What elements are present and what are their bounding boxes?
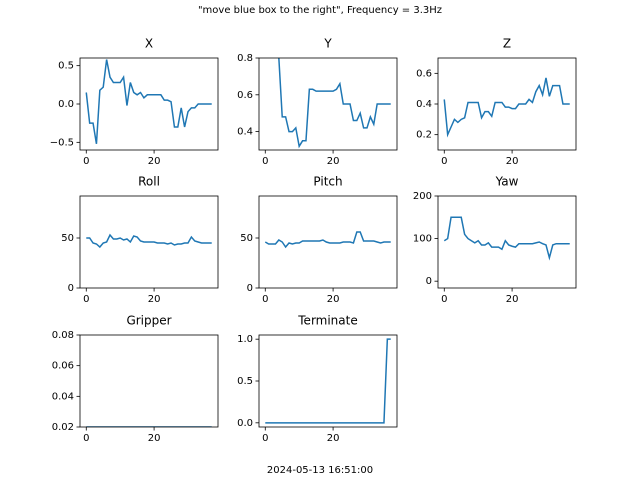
- axes-frame: [79, 334, 219, 428]
- x-tick-label: 0: [83, 156, 89, 167]
- axes-frame: [258, 57, 398, 151]
- y-tick-label: 0.5: [58, 61, 74, 72]
- data-line: [443, 77, 570, 138]
- y-tick-label: 50: [240, 233, 253, 244]
- subplot: Y 0.4 0.6 0.8 0 20: [237, 37, 398, 167]
- subplot-title: Yaw: [495, 175, 519, 189]
- y-tick-label: 0.6: [237, 90, 253, 101]
- y-tick-label: 0: [68, 283, 74, 294]
- y-tick-label: 200: [413, 191, 432, 202]
- y-tick-label: 0.02: [52, 422, 74, 433]
- x-tick-label: 0: [83, 433, 89, 444]
- axes-frame: [79, 57, 219, 151]
- data-line: [443, 216, 570, 261]
- y-tick-label: 0.2: [416, 130, 432, 141]
- x-tick-label: 0: [262, 433, 268, 444]
- subplot: Gripper 0.02 0.04 0.06 0.08 0 20: [52, 314, 219, 444]
- data-line: [264, 231, 391, 249]
- y-tick-label: 1.0: [237, 334, 253, 345]
- y-tick-label: 0.04: [52, 391, 74, 402]
- data-line: [278, 58, 391, 149]
- subplot: Terminate 0.0 0.5 1.0 0 20: [237, 314, 398, 444]
- axes-frame: [437, 195, 577, 289]
- y-tick-label: 0.6: [416, 68, 432, 79]
- x-tick-label: 0: [83, 294, 89, 305]
- axes-frame: [79, 195, 219, 289]
- subplot-title: Pitch: [313, 175, 342, 189]
- subplot-title: Y: [323, 37, 332, 51]
- x-tick-label: 0: [441, 156, 447, 167]
- y-tick-label: 0.0: [237, 418, 253, 429]
- y-tick-label: 0.0: [58, 99, 74, 110]
- y-tick-label: 0: [247, 283, 253, 294]
- x-tick-label: 20: [327, 156, 340, 167]
- axes-frame: [258, 195, 398, 289]
- figure-title: "move blue box to the right", Frequency …: [198, 5, 442, 16]
- x-tick-label: 0: [262, 156, 268, 167]
- y-tick-label: 0.5: [237, 376, 253, 387]
- y-tick-label: 0.8: [237, 53, 253, 64]
- subplot: X −0.5 0.0 0.5 0 20: [50, 37, 219, 167]
- subplot: Z 0.2 0.4 0.6 0 20: [416, 37, 577, 167]
- subplot-title: Roll: [138, 175, 160, 189]
- subplot-title: X: [145, 37, 153, 51]
- data-line: [265, 338, 391, 424]
- axes-frame: [258, 334, 398, 428]
- x-tick-label: 20: [148, 294, 161, 305]
- subplot-title: Terminate: [297, 314, 357, 328]
- figure-footer: 2024-05-13 16:51:00: [267, 465, 373, 476]
- x-tick-label: 20: [506, 156, 519, 167]
- y-tick-label: 0.4: [416, 99, 432, 110]
- data-line: [85, 59, 212, 144]
- x-tick-label: 0: [262, 294, 268, 305]
- x-tick-label: 20: [327, 294, 340, 305]
- y-tick-label: 0: [426, 276, 432, 287]
- subplot: Roll 0 50 0 20: [61, 175, 219, 305]
- y-tick-label: 0.4: [237, 127, 253, 138]
- y-tick-label: 100: [413, 234, 432, 245]
- x-tick-label: 20: [148, 433, 161, 444]
- x-tick-label: 20: [327, 433, 340, 444]
- axes-frame: [437, 57, 577, 151]
- x-tick-label: 20: [506, 294, 519, 305]
- subplot: Yaw 0 100 200 0 20: [413, 175, 577, 305]
- x-tick-label: 20: [148, 156, 161, 167]
- y-tick-label: 0.08: [52, 330, 74, 341]
- data-line: [86, 233, 212, 249]
- x-tick-label: 0: [441, 294, 447, 305]
- y-tick-label: −0.5: [50, 137, 74, 148]
- subplot-title: Gripper: [126, 314, 171, 328]
- y-tick-label: 50: [61, 233, 74, 244]
- subplot: Pitch 0 50 0 20: [240, 175, 398, 305]
- y-tick-label: 0.06: [52, 361, 74, 372]
- subplot-title: Z: [503, 37, 511, 51]
